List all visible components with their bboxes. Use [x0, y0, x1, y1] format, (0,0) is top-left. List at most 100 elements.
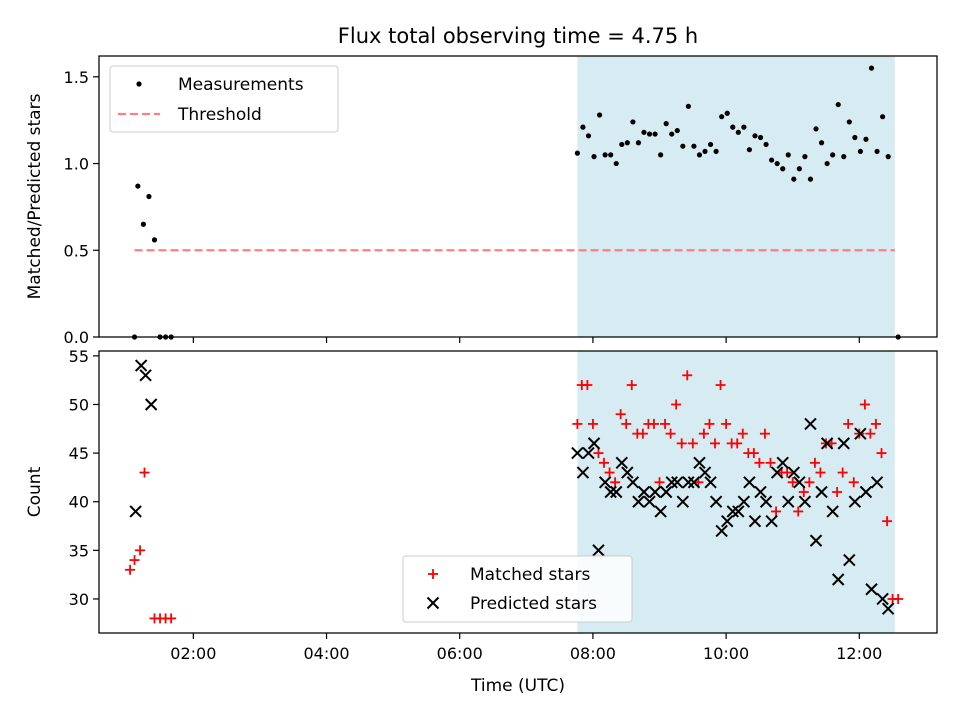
predicted-point-b	[626, 476, 640, 489]
measurement-point	[769, 157, 775, 163]
predicted-point-b	[759, 495, 773, 508]
predicted-point-b	[865, 583, 878, 596]
predicted-point-b	[820, 437, 834, 450]
measurement-point	[702, 148, 708, 155]
ratio-panel: 0.0 0.5 1.0 1.5 Matched/Predicted stars Mea…	[25, 55, 938, 347]
measurement-point	[658, 152, 664, 158]
x-tick-label: 08:00	[570, 644, 616, 663]
predicted-point-b	[848, 495, 862, 508]
predicted-point-b	[787, 466, 801, 479]
predicted-point-b	[776, 456, 789, 470]
count-panel: 02:00 04:00 06:00 08:00 10:00 12:00 30 35 40 45 50…	[25, 347, 938, 696]
measurement-point	[580, 124, 586, 130]
measurement-point	[151, 237, 158, 243]
measurement-point	[724, 110, 730, 116]
predicted-point-b	[843, 553, 856, 567]
predicted-point-b	[704, 476, 717, 489]
measurement-point	[874, 148, 880, 155]
measurement-point	[830, 152, 836, 158]
predicted-point-b	[643, 495, 656, 508]
predicted-point-b	[798, 495, 812, 508]
measurement-point	[868, 65, 875, 71]
predicted-point-b	[693, 456, 706, 470]
measurement-point	[774, 160, 780, 167]
predicted-point-b	[682, 476, 695, 489]
y-tick-label: 45	[69, 444, 89, 463]
measurement-point	[852, 134, 858, 141]
measurement-point	[652, 131, 658, 137]
measurement-point	[785, 152, 791, 158]
measurement-point	[146, 193, 152, 200]
legend-predicted-marker-b	[426, 596, 440, 610]
measurement-point	[602, 152, 608, 158]
count-legend: Matched stars Predicted stars	[402, 555, 633, 623]
measurement-point	[730, 124, 736, 130]
predicted-point-b	[854, 427, 867, 440]
measurement-point	[807, 176, 814, 182]
legend-measurements-label: Measurements	[178, 75, 304, 95]
measurement-point	[624, 140, 630, 146]
measurement-point	[685, 103, 691, 109]
predicted-point-b	[621, 466, 634, 479]
count-series	[125, 359, 904, 624]
measurement-point	[591, 154, 597, 160]
measurement-point	[630, 119, 636, 125]
measurement-point	[802, 154, 808, 160]
measurement-point	[813, 126, 819, 132]
legend-matched-label: Matched stars	[470, 565, 590, 585]
measurement-point	[735, 129, 741, 135]
measurement-point	[857, 148, 864, 155]
measurement-point	[669, 131, 675, 137]
predicted-point-b	[144, 398, 158, 411]
predicted-point-b	[726, 505, 739, 518]
predicted-point-b	[826, 505, 839, 518]
measurement-point	[746, 147, 753, 153]
measurement-point	[691, 143, 697, 149]
predicted-point-b	[698, 466, 712, 479]
predicted-point-b	[129, 505, 142, 518]
measurement-point	[719, 114, 725, 120]
predicted-point-b	[676, 495, 690, 508]
measurement-point	[674, 127, 680, 134]
measurement-point	[824, 160, 830, 167]
legend-box	[109, 65, 339, 133]
predicted-point-b	[615, 456, 628, 470]
predicted-point-b	[770, 466, 784, 479]
count-plot-frame	[98, 350, 938, 634]
predicted-point-b	[859, 485, 873, 499]
predicted-point-b	[654, 505, 667, 518]
predicted-point-b	[870, 476, 884, 489]
predicted-point-b	[832, 573, 845, 586]
measurement-point	[841, 154, 847, 160]
measurement-point	[763, 141, 769, 148]
measurement-point	[818, 140, 825, 146]
predicted-point-b	[815, 485, 828, 499]
measurement-point	[663, 121, 669, 127]
measurement-point	[596, 112, 603, 118]
measurement-point	[835, 101, 841, 108]
x-tick-label: 04:00	[303, 644, 349, 663]
measurement-point	[846, 119, 852, 125]
legend-threshold-label: Threshold	[177, 105, 262, 125]
predicted-point-b	[748, 514, 762, 528]
predicted-point-b	[592, 544, 605, 557]
legend-predicted-label: Predicted stars	[470, 594, 597, 614]
predicted-point-b	[876, 592, 889, 606]
predicted-point-b	[732, 505, 745, 518]
x-tick-label: 06:00	[437, 644, 483, 663]
legend-measurement-marker	[136, 81, 142, 87]
predicted-point-b	[809, 534, 823, 547]
measurement-point	[696, 152, 703, 158]
measurement-point	[796, 166, 802, 172]
measurement-point	[140, 221, 146, 227]
count-axis-ticks: 02:00 04:00 06:00 08:00 10:00 12:00 30 35 40 45 50…	[69, 347, 883, 663]
measurement-point	[752, 133, 758, 139]
predicted-point-b	[837, 437, 850, 450]
legend-box	[402, 555, 633, 623]
measurement-point	[757, 134, 764, 141]
measurement-point	[791, 176, 797, 182]
measurement-point	[641, 129, 647, 135]
measurement-point	[619, 141, 625, 148]
predicted-point-b	[665, 476, 678, 489]
